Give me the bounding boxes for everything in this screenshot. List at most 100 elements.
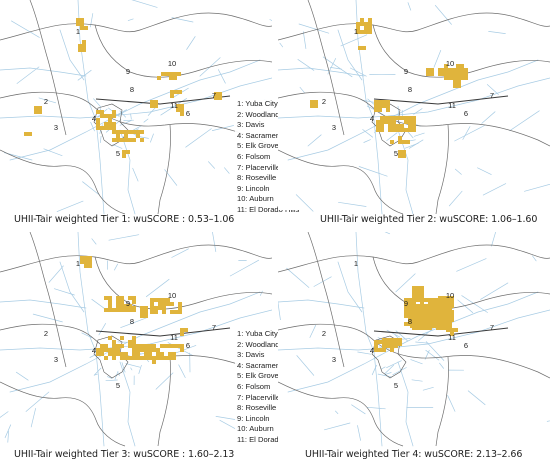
highlight-cell	[412, 298, 416, 302]
highlight-cell	[162, 310, 166, 314]
highlight-cell	[38, 110, 42, 114]
highlight-cell	[112, 348, 116, 352]
road-segment	[16, 66, 40, 84]
road-segment	[456, 258, 487, 272]
highlight-cell	[108, 126, 112, 130]
road-segment	[81, 332, 93, 339]
highlight-cell	[452, 68, 456, 72]
legend-item: 10: Auburn	[237, 194, 274, 204]
highlight-cell	[444, 68, 448, 72]
highlight-cell	[82, 40, 86, 44]
highlight-cell	[150, 298, 154, 302]
highlight-cell	[140, 138, 144, 142]
highlight-cell	[464, 72, 468, 76]
road-segment	[462, 126, 471, 140]
road-segment	[15, 371, 29, 381]
road-segment	[77, 69, 92, 81]
highlight-cell	[78, 48, 82, 52]
highlight-cell	[442, 322, 446, 326]
highlight-cell	[88, 256, 92, 260]
highlight-cell	[116, 296, 120, 300]
highlight-cell	[388, 124, 392, 128]
highlight-cell	[180, 108, 184, 112]
highlight-cell	[112, 308, 116, 312]
highlight-cell	[426, 308, 430, 312]
highlight-cell	[170, 302, 174, 306]
road-segment	[185, 128, 212, 148]
highlight-cell	[432, 298, 436, 302]
city-number-label: 3	[332, 123, 336, 132]
highlight-cell	[132, 296, 136, 300]
highlight-cell	[438, 324, 442, 328]
legend-item: 5: Elk Grove	[237, 141, 279, 151]
road-segment	[7, 430, 9, 443]
highlight-cell	[80, 256, 84, 260]
highlight-cell	[170, 94, 174, 98]
highlight-cell	[356, 26, 360, 30]
road-segment	[395, 273, 416, 293]
road-segment	[410, 359, 423, 365]
highlight-cell	[404, 116, 408, 120]
road-segment	[389, 59, 539, 119]
highlight-cell	[178, 310, 182, 314]
boundary-line	[0, 381, 126, 447]
highlight-cell	[112, 340, 116, 344]
road-segment	[392, 367, 407, 376]
highlight-cell	[422, 312, 426, 316]
road-segment	[298, 23, 330, 34]
boundary-line	[307, 232, 345, 368]
highlight-cell	[158, 306, 162, 310]
highlight-cells	[310, 18, 468, 158]
highlight-cell	[382, 100, 386, 104]
caption-tier3: UHII-Tair weighted Tier 3: wuSCORE : 1.6…	[14, 449, 235, 460]
road-segment	[422, 386, 434, 391]
highlight-cell	[416, 294, 420, 298]
highlight-cell	[128, 296, 132, 300]
highlight-cell	[420, 290, 424, 294]
highlight-cell	[162, 306, 166, 310]
highlight-cell	[180, 112, 184, 116]
highlight-cell	[402, 140, 406, 144]
highlight-cell	[156, 348, 160, 352]
highlight-cell	[112, 352, 116, 356]
highlight-cell	[457, 84, 461, 88]
legend-item: 2: Woodland	[237, 109, 280, 119]
highlight-cell	[76, 18, 80, 22]
highlight-cell	[398, 150, 402, 154]
highlight-cell	[460, 68, 464, 72]
highlight-cell	[100, 110, 104, 114]
road-segment	[367, 406, 386, 410]
highlight-cell	[426, 316, 430, 320]
highlight-cell	[132, 306, 136, 310]
highlight-cell	[128, 138, 132, 142]
highlight-cell	[446, 328, 450, 332]
city-number-label: 11	[448, 101, 456, 110]
road-segment	[30, 408, 36, 428]
highlight-cell	[388, 128, 392, 132]
highlight-cell	[414, 320, 418, 324]
highlight-cell	[84, 264, 88, 268]
highlight-cell	[438, 318, 442, 322]
road-segment	[296, 355, 315, 376]
highlight-cell	[414, 304, 418, 308]
road-segment	[425, 349, 440, 361]
highlight-cell	[132, 340, 136, 344]
highlight-cell	[390, 342, 394, 346]
highlight-cell	[164, 356, 168, 360]
highlight-cell	[408, 120, 412, 124]
highlight-cell	[464, 76, 468, 80]
highlight-cell	[434, 310, 438, 314]
highlight-cell	[430, 68, 434, 72]
road-segment	[404, 142, 419, 149]
highlight-cell	[392, 124, 396, 128]
road-segment	[371, 364, 377, 376]
highlight-cell	[38, 106, 42, 110]
road-segment	[114, 263, 118, 271]
highlight-cell	[310, 100, 314, 104]
legend-item: 7: Placerville	[237, 162, 281, 172]
highlight-cell	[122, 154, 126, 158]
road-segment	[413, 132, 425, 137]
boundary-line	[0, 323, 101, 345]
highlight-cell	[184, 328, 188, 332]
highlight-cell	[170, 90, 174, 94]
